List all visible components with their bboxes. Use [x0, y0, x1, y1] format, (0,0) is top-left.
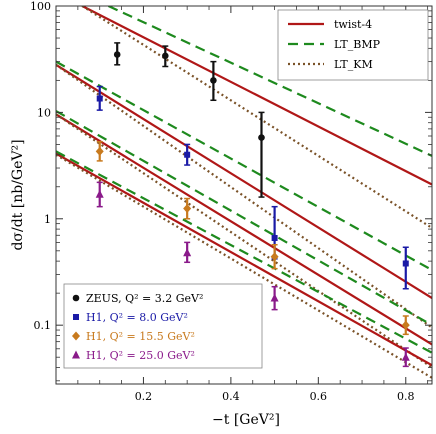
data-point-series-3-2 — [183, 203, 192, 213]
dataset-legend-marker-4 — [72, 350, 80, 359]
data-point-series-1-3 — [210, 77, 217, 84]
y-tick-label: 0.1 — [34, 319, 52, 332]
data-point-series-4-1 — [95, 189, 104, 198]
dataset-legend-marker-1 — [72, 294, 80, 302]
data-point-series-1-4 — [258, 134, 265, 141]
data-point-series-3-1 — [95, 146, 104, 156]
dataset-legend-label-1: ZEUS, Q² = 3.2 GeV² — [86, 292, 203, 305]
curve-lt_bmp-series-3 — [56, 110, 432, 327]
data-point-series-4-3 — [270, 293, 279, 302]
line-style-legend: twist-4 LT_BMP LT_KM — [277, 9, 429, 81]
x-axis-title: −t [GeV²] — [212, 412, 280, 428]
curve-lt_km-series-2 — [56, 63, 432, 329]
line-legend-box — [277, 9, 429, 81]
data-point-series-3-4 — [401, 320, 410, 330]
y-tick-label: 100 — [30, 0, 51, 13]
y-axis-title: dσ/dt [nb/GeV²] — [10, 139, 26, 250]
data-point-series-4-2 — [183, 248, 192, 257]
axis-ticks: 0.2 0.4 0.6 0.8 0.1 1 10 100 — [30, 0, 432, 403]
line-legend-label-1: twist-4 — [334, 18, 372, 31]
dataset-legend-label-3: H1, Q² = 15.5 GeV² — [86, 330, 195, 343]
theory-curves — [56, 6, 432, 379]
data-point-series-1-2 — [162, 52, 169, 60]
dataset-legend-label-2: H1, Q² = 8.0 GeV² — [86, 311, 188, 324]
data-point-series-2-4 — [402, 260, 409, 267]
data-point-series-3-3 — [270, 252, 279, 262]
dataset-legend-label-4: H1, Q² = 25.0 GeV² — [86, 349, 195, 362]
curve-lt_km-series-1 — [81, 6, 432, 229]
dataset-legend-box — [63, 283, 263, 369]
x-tick-label: 0.2 — [135, 390, 153, 403]
y-axis-title-text: dσ/dt [nb/GeV²] — [10, 139, 26, 250]
dataset-legend-marker-2 — [73, 314, 79, 320]
dataset-legend-marker-3 — [72, 331, 80, 341]
curve-twist4-series-4 — [56, 152, 432, 367]
data-points — [95, 42, 410, 368]
curve-lt_bmp-series-1 — [108, 6, 432, 157]
data-point-series-2-2 — [184, 151, 191, 158]
data-point-series-2-3 — [271, 234, 278, 241]
data-point-series-4-4 — [401, 352, 410, 361]
x-tick-label: 0.8 — [397, 390, 415, 403]
y-tick-label: 1 — [44, 213, 51, 226]
curve-lt_bmp-series-4 — [56, 150, 432, 354]
x-tick-label: 0.4 — [222, 390, 240, 403]
line-legend-label-3: LT_KM — [334, 58, 373, 71]
curve-lt_bmp-series-2 — [56, 60, 432, 271]
dataset-legend: ZEUS, Q² = 3.2 GeV² H1, Q² = 8.0 GeV² H1, … — [63, 283, 263, 369]
curve-twist4-series-1 — [81, 6, 432, 186]
plot-frame — [55, 5, 433, 385]
curve-twist4-series-3 — [56, 113, 432, 346]
x-tick-label: 0.6 — [310, 390, 328, 403]
line-legend-label-2: LT_BMP — [334, 38, 381, 51]
curve-lt_km-series-3 — [56, 113, 432, 369]
curve-twist4-series-2 — [56, 63, 432, 299]
data-point-series-2-1 — [96, 95, 103, 102]
data-point-series-1-1 — [113, 51, 121, 58]
y-tick-label: 10 — [37, 106, 51, 119]
